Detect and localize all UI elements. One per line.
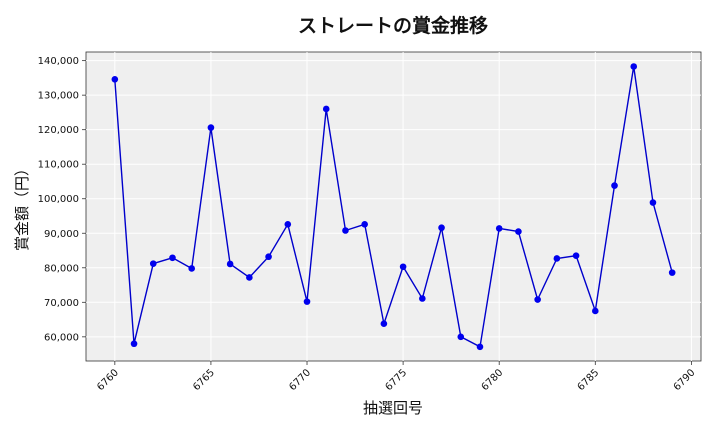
x-tick-label: 6765 bbox=[191, 367, 217, 393]
data-point bbox=[515, 228, 522, 235]
y-tick-label: 130,000 bbox=[38, 91, 79, 102]
y-tick-label: 110,000 bbox=[38, 160, 79, 171]
data-point bbox=[284, 220, 292, 228]
data-point bbox=[572, 252, 580, 259]
x-axis: 6760 6765 6770 6775 6780 6785 6790 bbox=[95, 361, 698, 393]
x-tick-label: 6770 bbox=[287, 367, 313, 393]
series-line bbox=[114, 66, 673, 348]
data-point bbox=[188, 265, 196, 272]
data-point bbox=[591, 307, 599, 315]
data-point bbox=[553, 255, 561, 262]
data-point bbox=[207, 124, 215, 131]
data-point bbox=[399, 263, 407, 271]
x-tick-label: 6785 bbox=[576, 367, 602, 393]
data-point bbox=[322, 105, 330, 113]
data-point bbox=[380, 320, 388, 328]
y-axis-label: 賞金額（円） bbox=[13, 161, 31, 251]
y-tick-label: 90,000 bbox=[44, 229, 79, 240]
x-tick-label: 6790 bbox=[672, 367, 698, 393]
data-point bbox=[111, 75, 119, 83]
data-point bbox=[226, 260, 234, 268]
x-tick-label: 6780 bbox=[480, 367, 506, 393]
y-tick-label: 120,000 bbox=[38, 125, 79, 136]
data-point bbox=[169, 254, 176, 262]
x-tick-label: 6775 bbox=[383, 367, 409, 393]
data-point bbox=[668, 269, 676, 276]
data-point bbox=[246, 274, 253, 281]
data-point bbox=[630, 63, 638, 70]
x-axis-label: 抽選回号 bbox=[363, 399, 423, 417]
data-point bbox=[438, 224, 445, 232]
data-point bbox=[303, 298, 311, 305]
data-point bbox=[342, 227, 349, 234]
data-point bbox=[457, 333, 465, 341]
data-point bbox=[649, 199, 657, 206]
data-point bbox=[534, 296, 541, 303]
y-tick-label: 100,000 bbox=[38, 194, 79, 205]
y-tick-label: 140,000 bbox=[38, 56, 79, 67]
data-point bbox=[495, 225, 503, 232]
y-tick-label: 60,000 bbox=[44, 332, 79, 343]
y-tick-label: 80,000 bbox=[44, 263, 79, 274]
data-point bbox=[419, 295, 426, 302]
data-series bbox=[111, 63, 676, 351]
y-tick-label: 70,000 bbox=[44, 298, 79, 309]
y-axis: 60,000 70,000 80,000 90,000 100,000 110,000 12… bbox=[38, 56, 86, 343]
data-point bbox=[476, 343, 484, 351]
data-point bbox=[149, 260, 157, 267]
data-point bbox=[265, 253, 272, 261]
chart-title: ストレートの賞金推移 bbox=[298, 14, 488, 37]
data-point bbox=[361, 220, 368, 228]
data-point bbox=[611, 182, 618, 189]
x-tick-label: 6760 bbox=[95, 367, 121, 393]
data-point bbox=[130, 340, 138, 348]
plot-area bbox=[85, 51, 702, 362]
